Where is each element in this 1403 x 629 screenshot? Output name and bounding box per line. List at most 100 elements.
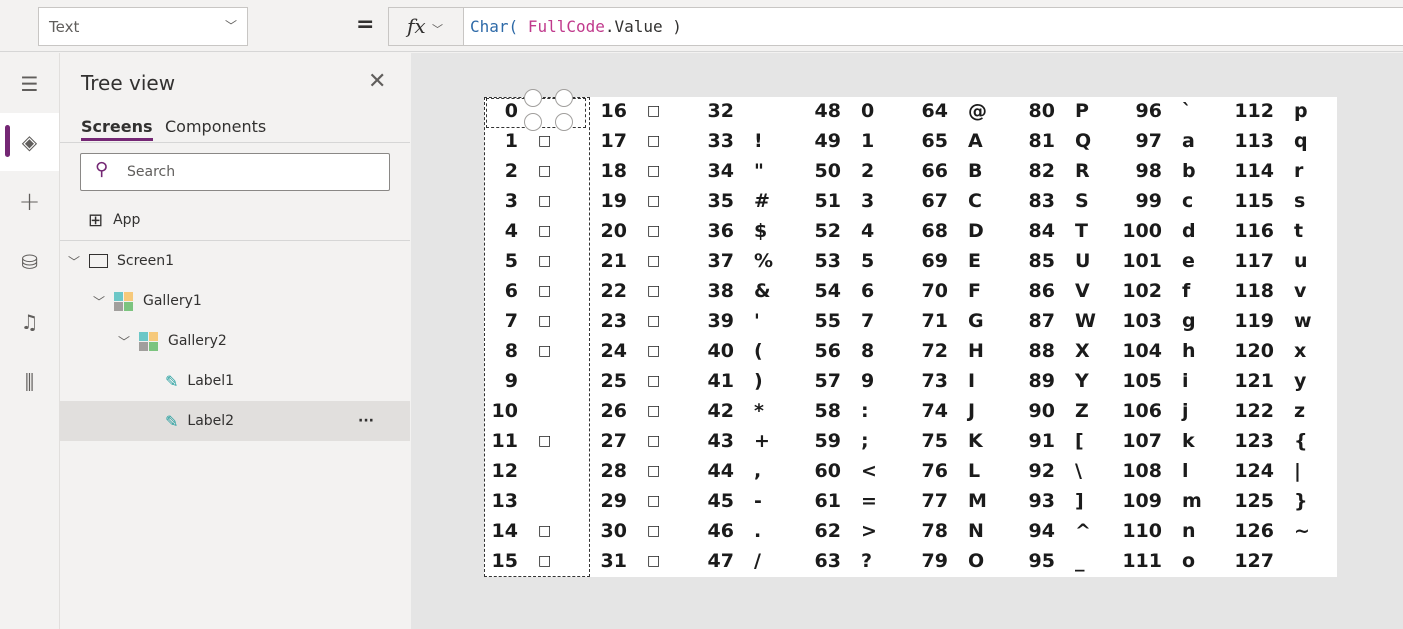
char-code: 113 — [1234, 130, 1274, 152]
property-dropdown[interactable]: Text ﹀ — [38, 7, 248, 46]
close-icon[interactable]: ✕ — [368, 69, 387, 94]
char-code: 61 — [814, 490, 841, 512]
char-code: 82 — [1028, 160, 1055, 182]
char-code: 35 — [707, 190, 734, 212]
char-code: 105 — [1122, 370, 1162, 392]
tab-components[interactable]: Components — [165, 117, 267, 136]
char-code: 125 — [1234, 490, 1274, 512]
char-code: 100 — [1122, 220, 1162, 242]
char-value: □ — [647, 193, 661, 209]
fx-button[interactable]: fx ﹀ — [388, 7, 464, 46]
char-value: m — [1182, 490, 1202, 512]
char-value: Z — [1075, 400, 1089, 422]
char-value: l — [1182, 460, 1189, 482]
char-code: 44 — [707, 460, 734, 482]
search-input[interactable]: ⚲ Search — [80, 153, 390, 191]
char-value: 3 — [861, 190, 875, 212]
char-code: 122 — [1234, 400, 1274, 422]
char-value: A — [968, 130, 983, 152]
char-code: 39 — [707, 310, 734, 332]
char-value: □ — [538, 283, 552, 299]
char-value: P — [1075, 100, 1089, 122]
char-value: N — [968, 520, 984, 542]
gallery-icon — [114, 291, 133, 311]
char-code: 34 — [707, 160, 734, 182]
char-code: 13 — [491, 490, 518, 512]
tools-icon[interactable]: ⫼ — [24, 370, 35, 394]
tree-node-gallery2[interactable]: ﹀ Gallery2 — [60, 321, 410, 361]
char-code: 57 — [814, 370, 841, 392]
formula-bar: Text ﹀ = fx ﹀ Char( FullCode.Value ) — [0, 0, 1403, 52]
char-code: 71 — [921, 310, 948, 332]
tab-screens[interactable]: Screens — [81, 117, 153, 141]
formula-function: Char( — [470, 17, 519, 36]
char-value: □ — [647, 283, 661, 299]
char-value: □ — [647, 313, 661, 329]
char-code: 68 — [921, 220, 948, 242]
char-code: 81 — [1028, 130, 1055, 152]
char-value: □ — [647, 463, 661, 479]
char-code: 62 — [814, 520, 841, 542]
char-value: x — [1294, 340, 1307, 362]
char-value: K — [968, 430, 983, 452]
char-code: 21 — [600, 250, 627, 272]
char-value: < — [861, 460, 877, 482]
layers-icon[interactable]: ◈ — [0, 113, 59, 171]
media-icon[interactable]: ♫ — [20, 310, 39, 334]
plus-icon[interactable]: + — [18, 187, 41, 217]
char-code: 45 — [707, 490, 734, 512]
char-value: c — [1182, 190, 1194, 212]
char-value: □ — [538, 313, 552, 329]
node-label: Label1 — [187, 373, 235, 389]
char-code: 27 — [600, 430, 627, 452]
char-code: 0 — [504, 100, 518, 122]
char-value: 2 — [861, 160, 875, 182]
char-code: 16 — [600, 100, 627, 122]
char-code: 25 — [600, 370, 627, 392]
char-code: 67 — [921, 190, 948, 212]
chevron-down-icon[interactable]: ﹀ — [68, 254, 81, 269]
char-value: ` — [1182, 100, 1192, 122]
char-code: 5 — [504, 250, 518, 272]
char-value: □ — [538, 163, 552, 179]
char-code: 75 — [921, 430, 948, 452]
chevron-down-icon: ﹀ — [432, 23, 444, 36]
char-code: 106 — [1122, 400, 1162, 422]
chevron-down-icon[interactable]: ﹀ — [93, 294, 106, 309]
char-value: □ — [538, 433, 552, 449]
char-code: 102 — [1122, 280, 1162, 302]
menu-icon[interactable]: ☰ — [20, 72, 39, 96]
char-code: 115 — [1234, 190, 1274, 212]
char-value: z — [1294, 400, 1306, 422]
char-value: I — [968, 370, 976, 392]
char-value: J — [968, 400, 976, 422]
tree-node-screen1[interactable]: ﹀ Screen1 — [60, 241, 410, 281]
equals-sign: = — [356, 12, 375, 37]
tree-node-gallery1[interactable]: ﹀ Gallery1 — [60, 281, 410, 321]
tree-node-app[interactable]: ⊞ App — [60, 200, 410, 240]
char-value: □ — [647, 103, 661, 119]
tree-node-label1[interactable]: ✎ Label1 — [60, 361, 410, 401]
char-value: T — [1075, 220, 1088, 242]
char-value: ; — [861, 430, 869, 452]
resize-handle[interactable] — [555, 89, 573, 107]
char-code: 29 — [600, 490, 627, 512]
chevron-down-icon[interactable]: ﹀ — [118, 334, 131, 349]
char-code: 24 — [600, 340, 627, 362]
char-value: O — [968, 550, 985, 572]
char-code: 98 — [1135, 160, 1162, 182]
char-code: 91 — [1028, 430, 1055, 452]
formula-input[interactable]: Char( FullCode.Value ) — [463, 7, 1403, 46]
char-code: 3 — [504, 190, 518, 212]
char-code: 40 — [707, 340, 734, 362]
tree-node-label2[interactable]: ✎ Label2 ··· — [60, 401, 410, 441]
database-icon[interactable]: ⛁ — [21, 250, 38, 274]
resize-handle[interactable] — [524, 113, 542, 131]
char-code: 120 — [1234, 340, 1274, 362]
resize-handle[interactable] — [555, 113, 573, 131]
char-code: 111 — [1122, 550, 1162, 572]
char-value: 9 — [861, 370, 875, 392]
formula-identifier: FullCode — [527, 17, 605, 36]
resize-handle[interactable] — [524, 89, 542, 107]
more-options-icon[interactable]: ··· — [358, 413, 374, 429]
